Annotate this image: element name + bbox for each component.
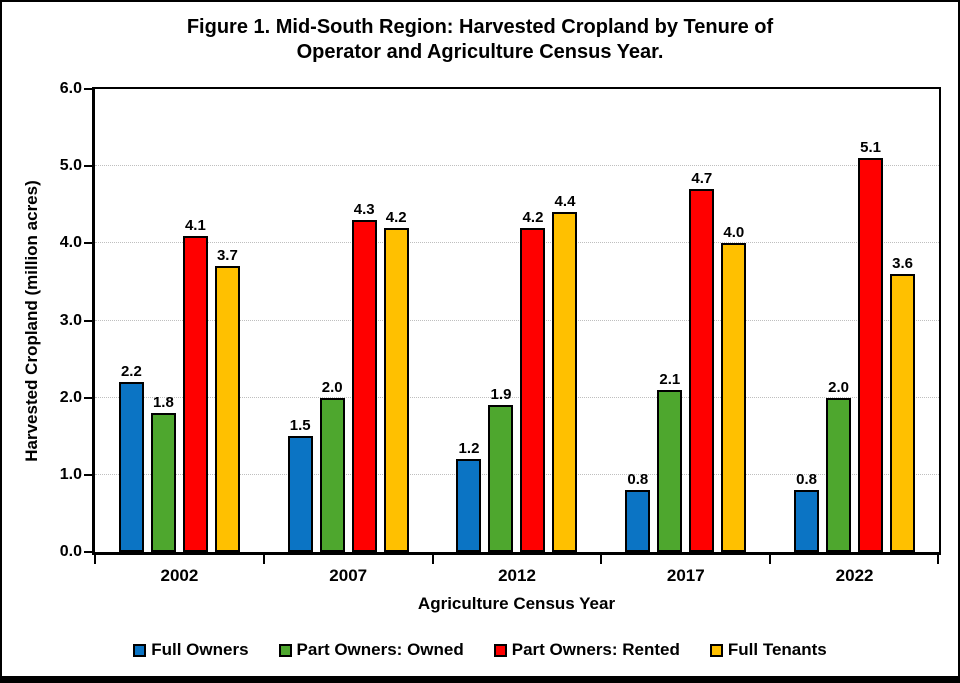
bar-value-label: 3.6 (892, 255, 914, 273)
bar-full-tenants-2002: 3.7 (214, 247, 240, 552)
y-axis-tick-label: 1.0 (59, 465, 82, 483)
y-axis-tick-label: 6.0 (59, 80, 82, 97)
y-axis-tick-label: 2.0 (59, 388, 82, 406)
x-axis-tick (769, 555, 772, 564)
legend-swatch-icon (133, 643, 147, 657)
y-axis-tick-label: 0.0 (59, 543, 82, 560)
chart-title-line-2: Operator and Agriculture Census Year. (296, 41, 664, 63)
y-axis-tick-label: 3.0 (59, 311, 82, 329)
y-axis-tick (84, 165, 93, 168)
y-axis-tick (84, 88, 93, 90)
bar-value-label: 1.8 (152, 394, 174, 412)
x-axis-tick (431, 555, 434, 564)
bar-value-label: 4.0 (723, 224, 745, 242)
bar-value-label: 5.1 (860, 139, 882, 157)
bar-part-owners-owned-2022: 2.0 (826, 379, 852, 552)
bar-part-owners-rented-2022: 5.1 (858, 139, 884, 552)
x-axis-tick (94, 555, 96, 564)
chart-title: Figure 1. Mid-South Region: Harvested Cr… (2, 15, 958, 65)
bar-full-tenants-2022: 3.6 (890, 255, 916, 552)
legend-swatch-icon (709, 643, 723, 657)
legend-label: Full Tenants (727, 640, 827, 659)
bar-value-label: 4.2 (522, 208, 544, 226)
bar-full-owners-2022: 0.8 (794, 471, 820, 552)
y-axis-title: Harvested Cropland (million acres) (22, 180, 41, 462)
bar-value-label: 0.8 (627, 471, 649, 489)
bar-full-tenants-2007: 4.2 (383, 209, 409, 552)
plot-area: 0.0 1.0 2.0 3.0 4.0 5.0 6.0 2.2 1.8 4.1 3.7 2002 1.5… (60, 80, 941, 585)
y-axis-tick (84, 551, 93, 553)
legend-item-full-tenants: Full Tenants (709, 640, 827, 660)
legend-item-part-owners-rented: Part Owners: Rented (493, 640, 680, 660)
bar-value-label: 4.1 (184, 216, 206, 234)
bar-part-owners-owned-2007: 2.0 (319, 379, 345, 552)
x-axis-category-label: 2022 (835, 566, 874, 585)
x-axis-category-label: 2002 (160, 566, 199, 585)
x-axis-tick (600, 555, 603, 564)
bar-value-label: 3.7 (216, 247, 238, 265)
x-axis-category-label: 2007 (329, 566, 368, 585)
bar-value-label: 4.4 (554, 193, 576, 211)
bar-part-owners-rented-2007: 4.3 (351, 201, 377, 552)
gridline (95, 242, 939, 244)
bar-value-label: 2.0 (828, 378, 850, 396)
bar-value-label: 4.7 (691, 170, 713, 188)
bar-group-2002: 2.2 1.8 4.1 3.7 (95, 89, 264, 552)
legend-item-full-owners: Full Owners (133, 640, 249, 660)
y-axis-tick (84, 242, 93, 245)
bar-value-label: 0.8 (796, 471, 818, 489)
x-axis-tick (937, 555, 939, 564)
legend-swatch-icon (278, 643, 292, 657)
bar-full-owners-2017: 0.8 (625, 471, 651, 552)
bar-part-owners-owned-2017: 2.1 (657, 371, 683, 552)
bar-part-owners-rented-2002: 4.1 (182, 217, 208, 552)
x-axis-tick (262, 555, 265, 564)
bar-group-2022: 0.8 2.0 5.1 3.6 (770, 89, 939, 552)
bar-value-label: 4.3 (353, 201, 375, 219)
bar-value-label: 2.1 (659, 370, 681, 388)
bar-value-label: 1.5 (289, 417, 311, 435)
bar-part-owners-owned-2012: 1.9 (488, 386, 514, 552)
legend-label: Full Owners (151, 640, 249, 659)
x-axis-title: Agriculture Census Year (417, 594, 616, 613)
chart-title-line-1: Figure 1. Mid-South Region: Harvested Cr… (186, 16, 774, 38)
bar-group-2012: 1.2 1.9 4.2 4.4 (433, 89, 602, 552)
gridline (95, 319, 939, 321)
legend-swatch-icon (493, 643, 507, 657)
bar-value-label: 2.2 (120, 363, 142, 381)
legend-label: Part Owners: Owned (296, 640, 464, 659)
legend-label: Part Owners: Rented (511, 640, 680, 659)
legend: Full Owners Part Owners: Owned Part Owners… (2, 640, 958, 660)
y-axis-tick (84, 396, 93, 399)
bar-group-2017: 0.8 2.1 4.7 4.0 (601, 89, 770, 552)
x-axis-category-label: 2012 (498, 566, 536, 585)
bar-full-owners-2007: 1.5 (287, 417, 313, 552)
y-axis-tick (84, 319, 93, 322)
bar-value-label: 1.9 (490, 386, 512, 404)
bar-value-label: 1.2 (458, 440, 480, 458)
y-axis-tick-label: 5.0 (59, 157, 82, 175)
bar-value-label: 2.0 (321, 378, 343, 396)
bar-value-label: 4.2 (385, 208, 407, 226)
y-axis-tick-label: 4.0 (59, 234, 82, 252)
bar-part-owners-rented-2017: 4.7 (689, 170, 715, 552)
bar-full-tenants-2017: 4.0 (721, 224, 747, 552)
bar-full-owners-2002: 2.2 (118, 363, 144, 552)
x-axis-category-label: 2017 (666, 566, 705, 585)
bar-part-owners-owned-2002: 1.8 (150, 394, 176, 552)
bar-part-owners-rented-2012: 4.2 (520, 209, 546, 552)
gridline (95, 165, 939, 167)
legend-item-part-owners-owned: Part Owners: Owned (278, 640, 464, 660)
y-axis-tick (84, 473, 93, 476)
bar-full-tenants-2012: 4.4 (552, 193, 578, 552)
bar-full-owners-2012: 1.2 (456, 440, 482, 552)
gridline (95, 473, 939, 475)
gridline (95, 396, 939, 398)
bar-group-2007: 1.5 2.0 4.3 4.2 (264, 89, 433, 552)
